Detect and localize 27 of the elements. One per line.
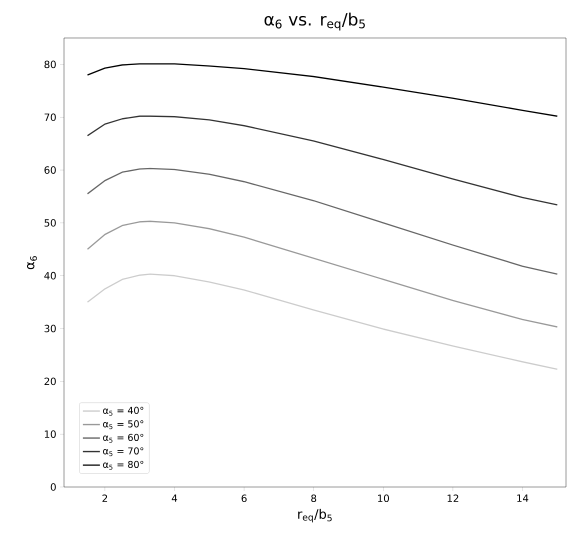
y-tick-label: 20 xyxy=(44,378,56,386)
legend-label: α$_{5}$ = 70° xyxy=(103,447,144,456)
x-tick-label: 8 xyxy=(311,494,316,502)
y-tick-label: 70 xyxy=(44,113,56,121)
y-tick-label: 10 xyxy=(44,430,56,438)
x-tick-label: 10 xyxy=(378,494,389,502)
legend-label: α$_{5}$ = 40° xyxy=(103,406,144,416)
x-tick-label: 14 xyxy=(517,494,528,502)
y-axis-title: α$_{6}$ xyxy=(26,256,37,270)
line-series xyxy=(86,116,558,206)
legend-label: α$_{5}$ = 50° xyxy=(103,420,144,430)
x-tick-label: 4 xyxy=(172,494,178,502)
y-tick-label: 40 xyxy=(44,272,56,280)
x-tick-label: 12 xyxy=(448,494,458,502)
legend-label: α$_{5}$ = 80° xyxy=(103,460,144,470)
y-tick-label: 80 xyxy=(44,60,56,68)
line-series xyxy=(86,168,558,275)
x-axis-title: r$_{eq}$/b$_{5}$ xyxy=(298,508,332,522)
y-tick-label: 0 xyxy=(50,483,56,491)
x-tick-label: 2 xyxy=(102,494,108,502)
y-tick-label: 50 xyxy=(44,219,56,227)
chart-title: α$_{6}$ vs. r$_{eq}$/b$_{5}$ xyxy=(264,12,365,31)
y-tick-label: 60 xyxy=(44,166,56,174)
legend-label: α$_{5}$ = 60° xyxy=(103,434,144,443)
x-tick-label: 6 xyxy=(242,494,247,502)
y-tick-label: 30 xyxy=(44,324,56,332)
line-series xyxy=(86,273,558,370)
